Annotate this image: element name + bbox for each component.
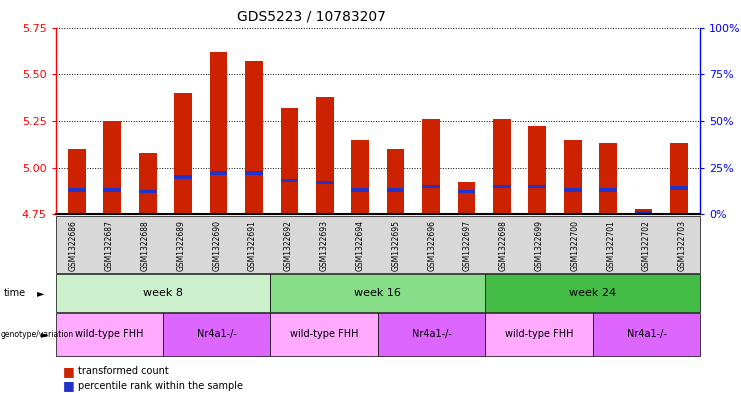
Bar [68, 149, 86, 214]
Bar [564, 140, 582, 214]
Bar [635, 209, 652, 214]
Text: GSM1322691: GSM1322691 [248, 220, 257, 271]
Text: GSM1322694: GSM1322694 [356, 220, 365, 271]
Bar [139, 152, 156, 214]
Text: GSM1322692: GSM1322692 [284, 220, 293, 271]
Bar [670, 143, 688, 214]
Text: GSM1322693: GSM1322693 [319, 220, 329, 271]
Text: Nr4a1-/-: Nr4a1-/- [627, 329, 666, 340]
Text: wild-type FHH: wild-type FHH [505, 329, 574, 340]
Bar [281, 179, 298, 182]
Bar [528, 127, 546, 214]
Text: time: time [4, 288, 26, 298]
Text: transformed count: transformed count [78, 366, 168, 376]
Text: GSM1322695: GSM1322695 [391, 220, 400, 271]
Text: genotype/variation: genotype/variation [1, 330, 74, 339]
Text: GSM1322699: GSM1322699 [534, 220, 544, 271]
Bar [316, 181, 333, 184]
Bar [351, 188, 369, 192]
Text: GSM1322698: GSM1322698 [499, 220, 508, 271]
Text: GSM1322688: GSM1322688 [141, 220, 150, 271]
Bar [458, 190, 475, 193]
Bar [210, 171, 227, 175]
Bar [458, 182, 475, 214]
Bar [564, 188, 582, 192]
Text: ■: ■ [63, 379, 75, 393]
Text: GSM1322702: GSM1322702 [642, 220, 651, 271]
Bar [245, 61, 263, 214]
Text: Nr4a1-/-: Nr4a1-/- [197, 329, 236, 340]
Bar [281, 108, 298, 214]
Bar [528, 184, 546, 188]
Text: GSM1322686: GSM1322686 [69, 220, 78, 271]
Bar [210, 52, 227, 214]
Bar [670, 186, 688, 190]
Text: GSM1322689: GSM1322689 [176, 220, 185, 271]
Text: wild-type FHH: wild-type FHH [75, 329, 144, 340]
Text: ■: ■ [63, 365, 75, 378]
Text: GDS5223 / 10783207: GDS5223 / 10783207 [237, 10, 385, 24]
Text: GSM1322701: GSM1322701 [606, 220, 615, 271]
Bar [104, 188, 121, 192]
Bar [422, 184, 440, 188]
Bar [68, 188, 86, 192]
Bar [387, 149, 405, 214]
Text: ►: ► [41, 329, 48, 340]
Bar [422, 119, 440, 214]
Text: ►: ► [37, 288, 44, 298]
Bar [104, 121, 121, 214]
Text: percentile rank within the sample: percentile rank within the sample [78, 381, 243, 391]
Bar [316, 97, 333, 214]
Text: week 24: week 24 [569, 288, 617, 298]
Text: GSM1322700: GSM1322700 [571, 220, 579, 271]
Text: GSM1322697: GSM1322697 [463, 220, 472, 271]
Bar [635, 211, 652, 214]
Text: GSM1322703: GSM1322703 [678, 220, 687, 271]
Bar [599, 188, 617, 192]
Bar [174, 175, 192, 178]
Text: GSM1322690: GSM1322690 [212, 220, 222, 271]
Bar [139, 190, 156, 193]
Text: week 16: week 16 [354, 288, 402, 298]
Bar [387, 188, 405, 192]
Text: wild-type FHH: wild-type FHH [290, 329, 359, 340]
Text: Nr4a1-/-: Nr4a1-/- [412, 329, 451, 340]
Bar [351, 140, 369, 214]
Bar [174, 93, 192, 214]
Text: week 8: week 8 [143, 288, 183, 298]
Bar [599, 143, 617, 214]
Text: GSM1322696: GSM1322696 [427, 220, 436, 271]
Bar [245, 171, 263, 175]
Bar [493, 184, 511, 188]
Bar [493, 119, 511, 214]
Text: GSM1322687: GSM1322687 [104, 220, 114, 271]
